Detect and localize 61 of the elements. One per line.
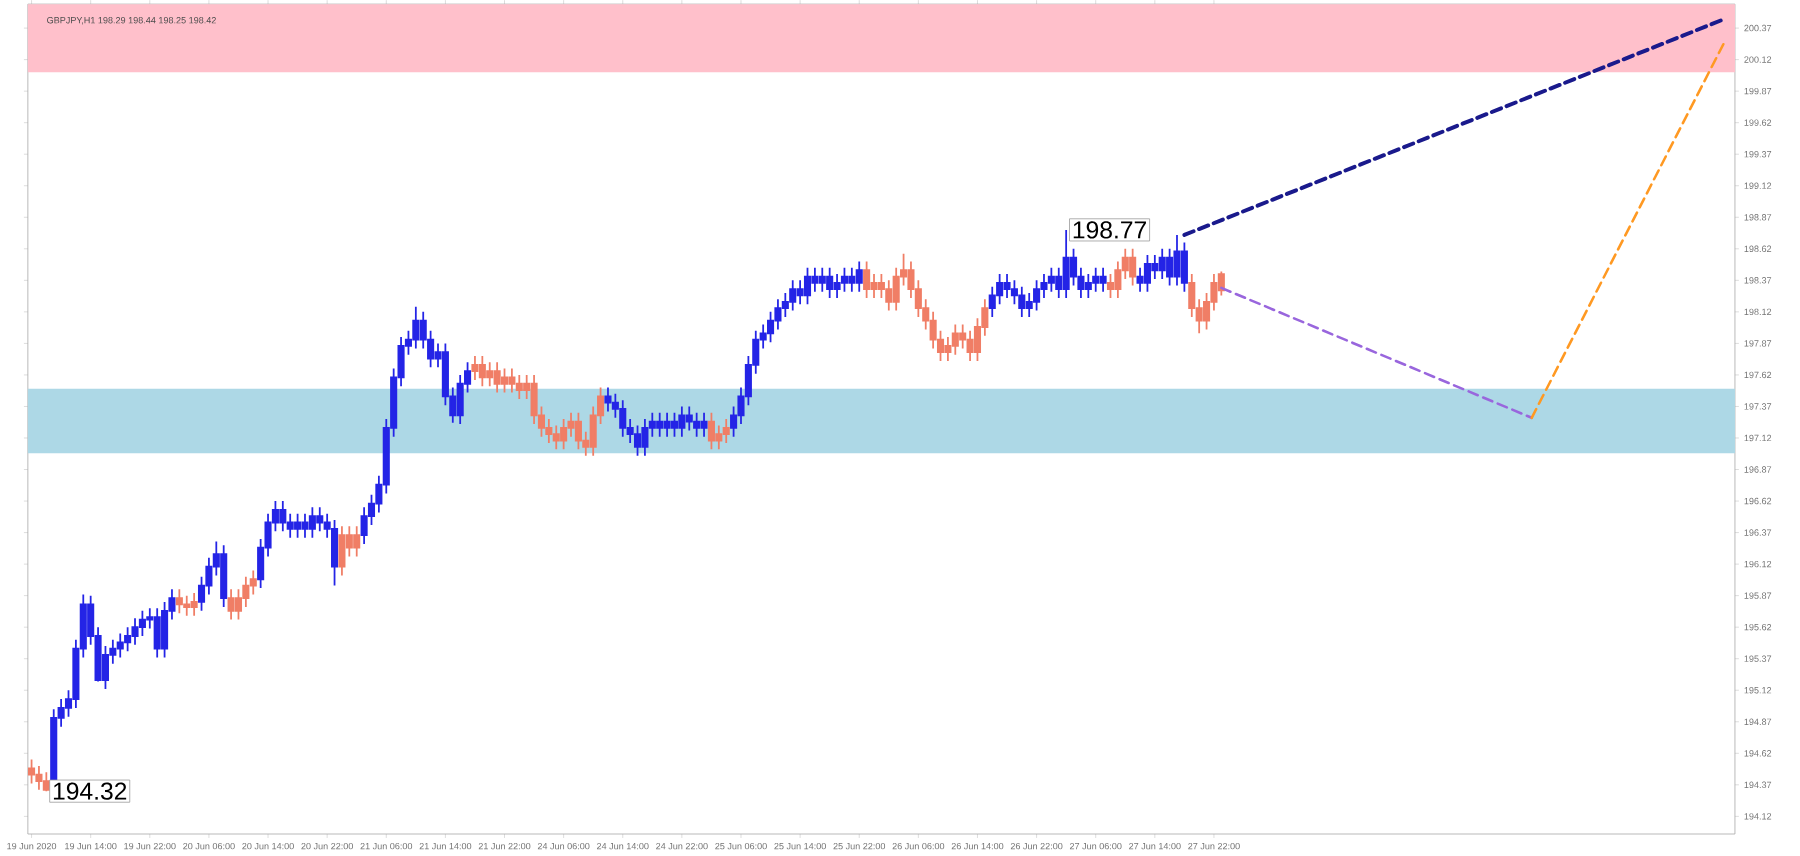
candlestick bbox=[833, 273, 841, 299]
candlestick bbox=[1158, 247, 1166, 280]
candlestick bbox=[789, 279, 797, 312]
candlestick bbox=[486, 361, 494, 388]
candlestick bbox=[552, 424, 560, 451]
candlestick bbox=[951, 323, 959, 356]
candlestick bbox=[183, 594, 191, 617]
candlestick bbox=[663, 411, 671, 438]
candlestick bbox=[818, 266, 826, 293]
candlestick bbox=[826, 266, 834, 299]
candlestick bbox=[227, 588, 235, 621]
candlestick bbox=[175, 588, 183, 615]
annotation: 198.77 bbox=[1073, 221, 1146, 239]
candlestick bbox=[279, 500, 287, 533]
candlestick bbox=[508, 367, 516, 394]
candlestick bbox=[493, 361, 501, 394]
candlestick bbox=[301, 512, 309, 539]
candlestick bbox=[220, 544, 228, 608]
candlestick bbox=[1033, 279, 1041, 312]
candlestick bbox=[1062, 229, 1070, 299]
candlestick bbox=[153, 607, 161, 659]
candlestick bbox=[131, 617, 139, 646]
candlestick bbox=[1047, 266, 1055, 293]
candlestick bbox=[863, 260, 871, 299]
candlestick bbox=[855, 260, 863, 293]
annotation: 194.32 bbox=[53, 782, 127, 800]
candlestick bbox=[353, 525, 361, 558]
candlestick bbox=[560, 418, 568, 451]
candlestick bbox=[1173, 234, 1181, 287]
candlestick bbox=[478, 355, 486, 388]
candlestick bbox=[722, 418, 730, 444]
candlestick bbox=[633, 424, 642, 457]
candlestick bbox=[1018, 285, 1026, 318]
candlestick bbox=[693, 411, 701, 438]
candlestick bbox=[35, 765, 43, 791]
candlestick bbox=[338, 525, 346, 577]
candlestick bbox=[1180, 241, 1188, 293]
candlestick bbox=[656, 411, 664, 438]
candlestick bbox=[330, 519, 339, 587]
candlestick bbox=[1099, 266, 1107, 293]
candlestick bbox=[685, 405, 693, 432]
candlestick bbox=[1129, 247, 1137, 287]
candlestick bbox=[471, 355, 479, 381]
candlestick bbox=[1084, 273, 1092, 299]
candlestick bbox=[1003, 273, 1011, 299]
candlestick bbox=[1092, 266, 1100, 293]
candlestick bbox=[700, 411, 708, 438]
candlestick bbox=[619, 399, 627, 438]
candlestick bbox=[412, 305, 420, 350]
candlestick bbox=[604, 386, 612, 413]
candlestick bbox=[190, 592, 198, 617]
candlestick bbox=[515, 374, 523, 400]
candlestick bbox=[641, 418, 649, 457]
candlestick bbox=[848, 266, 856, 293]
candlestick bbox=[124, 626, 132, 653]
candlestick bbox=[316, 506, 324, 533]
candlestick bbox=[308, 506, 316, 539]
candlestick bbox=[42, 771, 50, 793]
candlestick bbox=[116, 632, 124, 659]
candlestick bbox=[678, 405, 686, 438]
candlestick bbox=[1143, 254, 1151, 293]
